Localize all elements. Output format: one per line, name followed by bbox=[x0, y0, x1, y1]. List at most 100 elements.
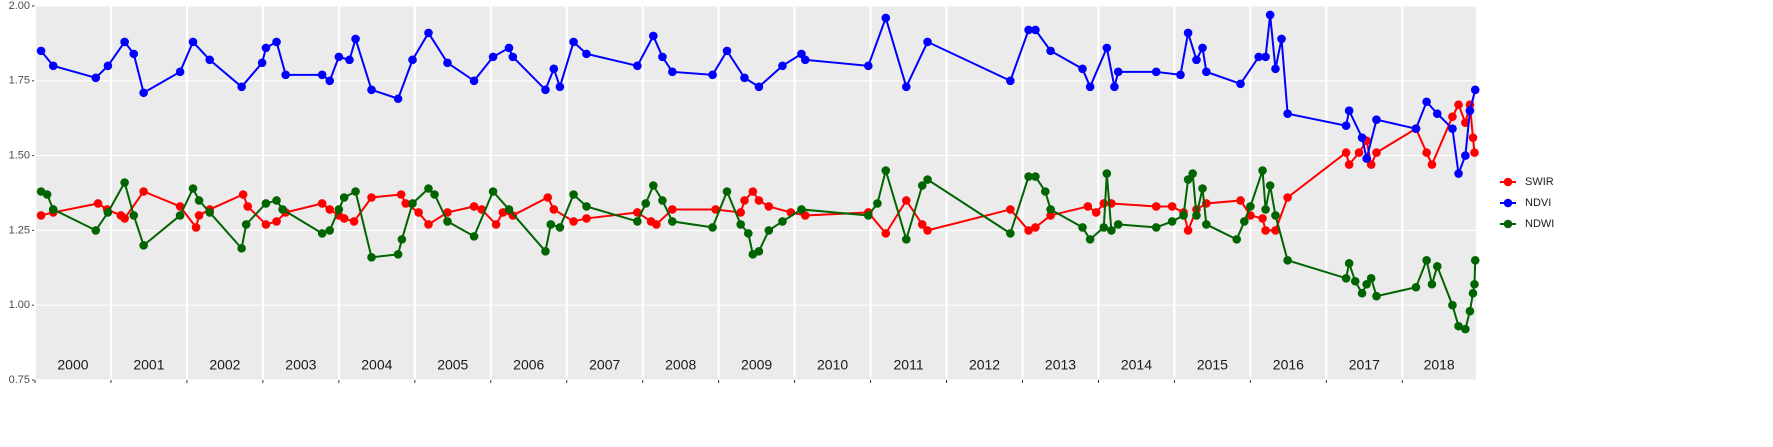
point bbox=[345, 55, 354, 65]
y-tick-label: 2.00 bbox=[9, 0, 30, 12]
point bbox=[881, 229, 891, 238]
point bbox=[443, 208, 452, 217]
point bbox=[1448, 112, 1457, 122]
point bbox=[569, 217, 578, 226]
point bbox=[1183, 226, 1193, 235]
point bbox=[864, 61, 873, 71]
point bbox=[238, 190, 248, 199]
point bbox=[1265, 10, 1275, 20]
point bbox=[1265, 181, 1275, 190]
point bbox=[754, 196, 764, 205]
y-tick-label: 1.50 bbox=[9, 150, 30, 162]
point bbox=[139, 241, 148, 250]
year-label: 2004 bbox=[361, 357, 392, 373]
point bbox=[175, 67, 185, 77]
point bbox=[543, 193, 553, 202]
point bbox=[48, 61, 58, 71]
year-label: 2009 bbox=[741, 357, 772, 373]
point bbox=[1422, 256, 1431, 265]
point bbox=[334, 52, 344, 62]
point bbox=[722, 46, 732, 56]
year-label: 2008 bbox=[665, 357, 696, 373]
point bbox=[1107, 226, 1116, 235]
point bbox=[1357, 133, 1367, 142]
year-label: 2013 bbox=[1045, 357, 1076, 373]
legend-label: SWIR bbox=[1525, 176, 1554, 188]
point bbox=[1183, 175, 1193, 184]
point bbox=[1454, 169, 1463, 178]
point bbox=[1085, 82, 1095, 92]
point bbox=[923, 226, 932, 235]
point bbox=[668, 217, 677, 226]
point bbox=[541, 85, 550, 95]
point bbox=[1024, 226, 1033, 235]
point bbox=[36, 211, 46, 220]
point bbox=[396, 190, 406, 199]
point bbox=[272, 37, 281, 47]
point bbox=[901, 82, 911, 92]
point bbox=[139, 187, 148, 196]
point bbox=[1362, 154, 1371, 163]
point bbox=[917, 220, 927, 229]
point bbox=[1261, 226, 1270, 235]
point bbox=[351, 34, 360, 44]
point bbox=[1271, 64, 1280, 74]
point bbox=[93, 199, 103, 208]
point bbox=[901, 235, 911, 244]
point bbox=[257, 58, 267, 68]
point bbox=[1091, 208, 1101, 217]
point bbox=[923, 175, 932, 184]
point bbox=[668, 67, 677, 77]
point bbox=[175, 202, 185, 211]
point bbox=[1344, 160, 1354, 169]
point bbox=[120, 37, 129, 47]
point bbox=[649, 31, 658, 41]
point bbox=[393, 94, 403, 104]
point bbox=[351, 187, 360, 196]
point bbox=[778, 217, 787, 226]
point bbox=[1271, 211, 1280, 220]
point bbox=[91, 226, 101, 235]
point bbox=[764, 226, 774, 235]
point bbox=[1024, 172, 1033, 181]
point bbox=[103, 208, 113, 217]
point bbox=[1031, 223, 1040, 232]
point bbox=[652, 220, 661, 229]
point bbox=[325, 205, 335, 214]
point bbox=[1468, 133, 1478, 142]
point bbox=[1283, 256, 1292, 265]
point bbox=[708, 70, 717, 80]
point bbox=[1236, 196, 1245, 205]
point bbox=[367, 193, 376, 202]
point bbox=[1006, 229, 1015, 238]
year-label: 2017 bbox=[1349, 357, 1380, 373]
series-line bbox=[40, 102, 1476, 236]
point bbox=[317, 229, 327, 238]
point bbox=[397, 235, 407, 244]
point bbox=[1357, 288, 1367, 298]
year-label: 2015 bbox=[1197, 357, 1228, 373]
year-label: 2001 bbox=[133, 357, 164, 373]
legend-swatch bbox=[1503, 198, 1513, 208]
point bbox=[582, 202, 591, 211]
point bbox=[1236, 79, 1245, 89]
year-label: 2014 bbox=[1121, 357, 1152, 373]
point bbox=[1102, 169, 1112, 178]
point bbox=[1024, 25, 1033, 35]
point bbox=[1179, 211, 1188, 220]
point bbox=[1362, 279, 1371, 289]
point bbox=[1099, 199, 1109, 208]
point bbox=[1192, 55, 1201, 65]
point bbox=[1461, 324, 1470, 334]
point bbox=[641, 199, 651, 208]
point bbox=[1411, 282, 1421, 292]
point bbox=[1006, 76, 1015, 86]
point bbox=[1350, 276, 1360, 286]
point bbox=[1258, 214, 1267, 223]
point bbox=[1246, 202, 1255, 211]
y-tick-label: 1.75 bbox=[9, 75, 30, 87]
point bbox=[1432, 262, 1442, 271]
point bbox=[1167, 217, 1177, 226]
point bbox=[508, 52, 518, 62]
